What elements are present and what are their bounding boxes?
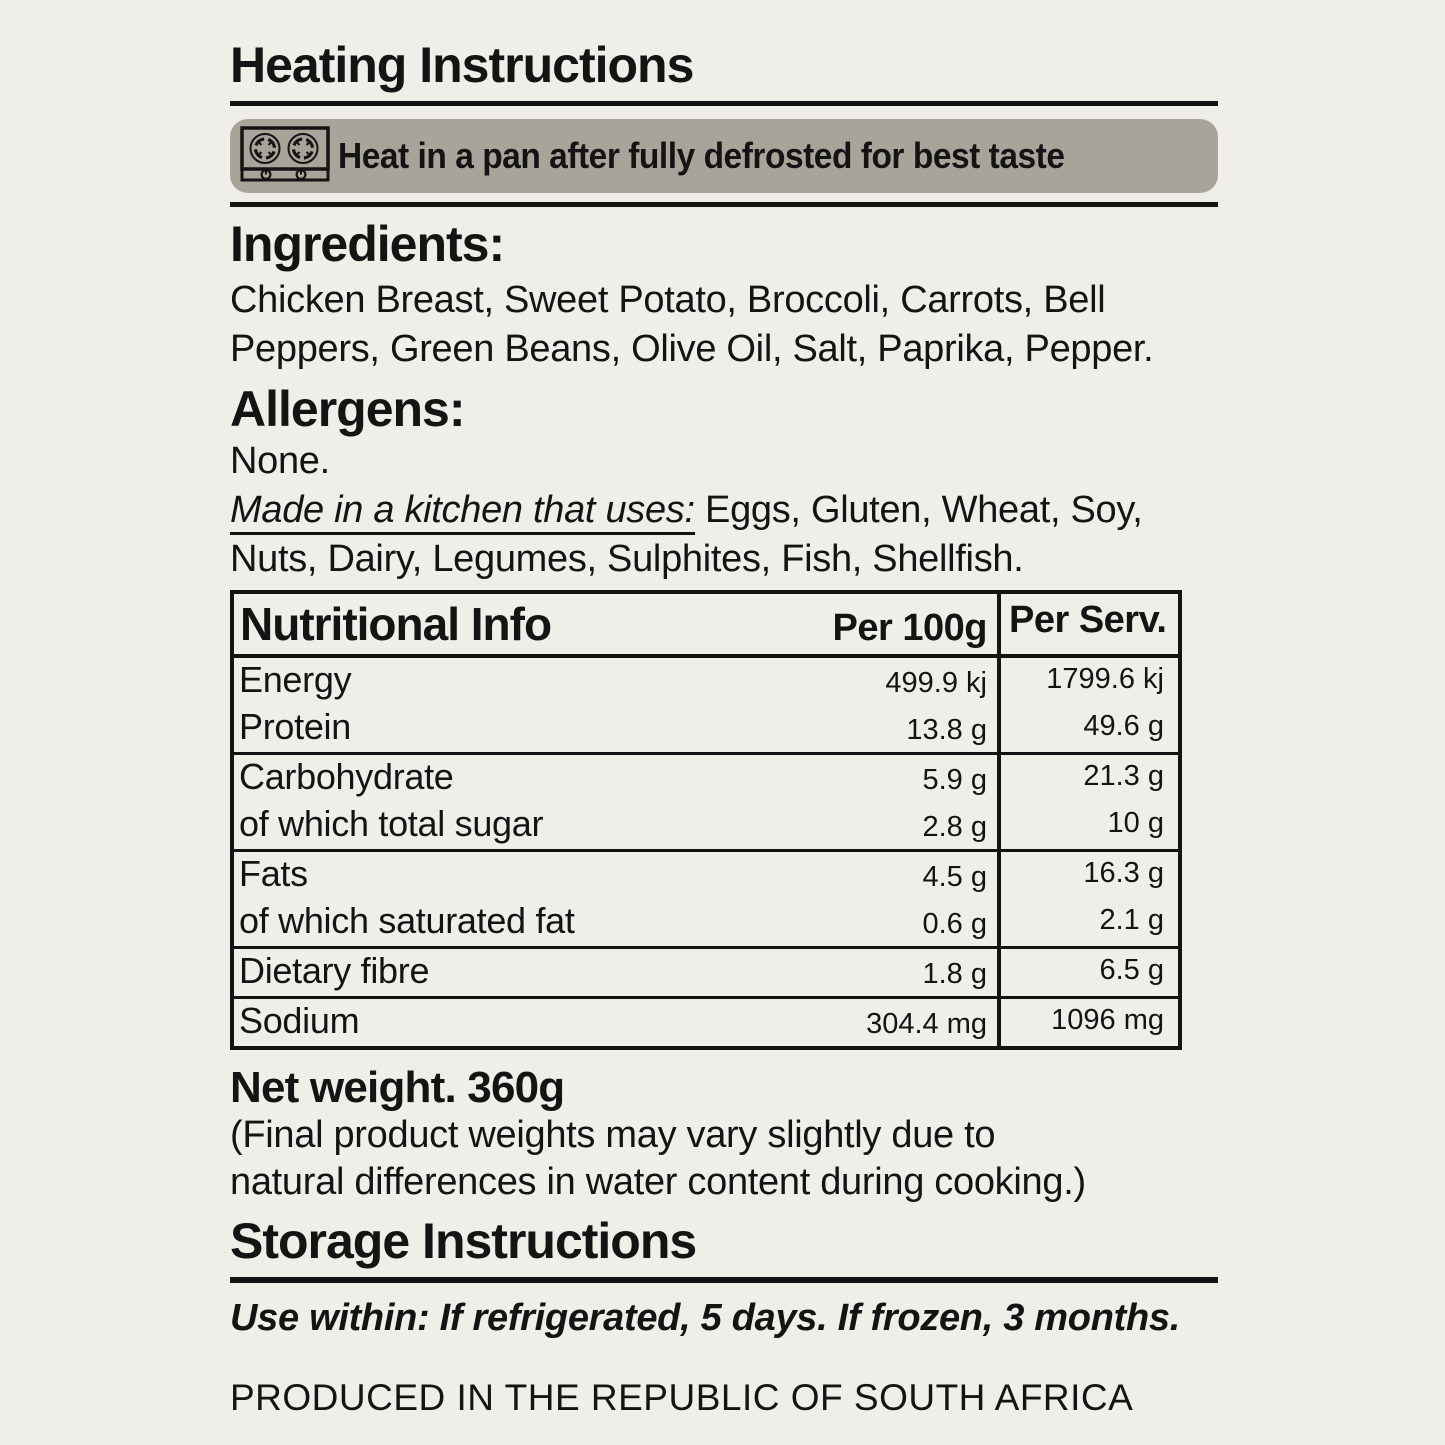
heating-instructions-heading: Heating Instructions bbox=[230, 37, 694, 93]
per-serving-column-header-cell: Per Serv. bbox=[997, 594, 1178, 654]
net-weight-note-line: natural differences in water content dur… bbox=[230, 1160, 1086, 1203]
nutrition-row: of which total sugar 2.8 g 10 g bbox=[234, 801, 1178, 849]
per-serving-value: 49.6 g bbox=[1083, 709, 1164, 742]
nutrition-row: of which saturated fat 0.6 g 2.1 g bbox=[234, 898, 1178, 946]
nutrient-label: Fats bbox=[239, 852, 308, 894]
label-content: Heating Instructions bbox=[230, 0, 1218, 1420]
nutrition-row-main: Carbohydrate 5.9 g bbox=[234, 755, 997, 802]
divider bbox=[230, 202, 1218, 207]
nutrition-row-main: Energy 499.9 kj bbox=[234, 658, 997, 705]
per-serving-value: 16.3 g bbox=[1083, 856, 1164, 889]
nutrient-label: Sodium bbox=[239, 999, 360, 1041]
nutrition-row-main: Sodium 304.4 mg bbox=[234, 999, 997, 1046]
ingredients-text: Chicken Breast, Sweet Potato, Broccoli, … bbox=[230, 276, 1218, 374]
nutrition-row: Protein 13.8 g 49.6 g bbox=[234, 704, 1178, 752]
nutrition-row: Fats 4.5 g 16.3 g bbox=[234, 848, 1178, 899]
nutrient-label: Energy bbox=[239, 658, 352, 700]
nutrition-table-header: Nutritional Info Per 100g Per Serv. bbox=[234, 594, 1178, 658]
nutrient-label: of which saturated fat bbox=[239, 899, 575, 941]
per-serving-value: 6.5 g bbox=[1099, 953, 1165, 986]
nutrition-row-serving: 49.6 g bbox=[997, 704, 1178, 752]
nutrition-row-main: Protein 13.8 g bbox=[234, 705, 997, 752]
per-100g-value: 2.8 g bbox=[922, 810, 988, 843]
ingredients-line: Chicken Breast, Sweet Potato, Broccoli, … bbox=[230, 279, 1106, 321]
per-100g-value: 304.4 mg bbox=[866, 1007, 987, 1040]
per-100g-value: 13.8 g bbox=[906, 713, 987, 746]
produced-in-text: PRODUCED IN THE REPUBLIC OF SOUTH AFRICA bbox=[230, 1377, 1134, 1419]
nutrient-label: Protein bbox=[239, 705, 351, 747]
heating-banner-text: Heat in a pan after fully defrosted for … bbox=[338, 135, 1065, 176]
nutrition-row-serving: 1096 mg bbox=[997, 998, 1178, 1046]
per-serving-value: 1799.6 kj bbox=[1046, 662, 1164, 695]
nutrition-header-main: Nutritional Info Per 100g bbox=[234, 594, 997, 654]
kitchen-uses-prefix: Made in a kitchen that uses: bbox=[230, 489, 695, 535]
use-within-text: Use within: If refrigerated, 5 days. If … bbox=[230, 1296, 1180, 1339]
per-100g-value: 0.6 g bbox=[922, 907, 988, 940]
nutrition-row: Dietary fibre 1.8 g 6.5 g bbox=[234, 945, 1178, 996]
per-serving-value: 1096 mg bbox=[1051, 1003, 1164, 1036]
nutrition-rows: Energy 499.9 kj 1799.6 kj Protein 13.8 g 49.6… bbox=[234, 657, 1178, 1046]
storage-instructions-heading: Storage Instructions bbox=[230, 1212, 697, 1269]
nutrition-row-serving: 16.3 g bbox=[997, 851, 1178, 899]
net-weight-note: (Final product weights may vary slightly… bbox=[230, 1112, 1218, 1206]
per-100g-column-header: Per 100g bbox=[832, 607, 988, 649]
stove-icon bbox=[240, 125, 330, 187]
per-100g-value: 4.5 g bbox=[922, 860, 988, 893]
nutrition-row-serving: 21.3 g bbox=[997, 754, 1178, 802]
nutrient-label: Dietary fibre bbox=[239, 949, 430, 991]
per-serving-value: 21.3 g bbox=[1083, 759, 1164, 792]
divider bbox=[230, 1276, 1218, 1283]
net-weight-heading: Net weight. 360g bbox=[230, 1062, 565, 1112]
nutrient-label: Carbohydrate bbox=[239, 755, 454, 797]
per-100g-value: 5.9 g bbox=[922, 763, 988, 796]
net-weight-note-line: (Final product weights may vary slightly… bbox=[230, 1113, 996, 1156]
ingredients-heading: Ingredients: bbox=[230, 216, 505, 272]
nutrition-row-main: Fats 4.5 g bbox=[234, 852, 997, 899]
per-serving-value: 10 g bbox=[1107, 806, 1164, 839]
ingredients-line: Peppers, Green Beans, Olive Oil, Salt, P… bbox=[230, 328, 1154, 370]
nutrition-row-serving: 1799.6 kj bbox=[997, 657, 1178, 705]
nutrient-label: of which total sugar bbox=[239, 802, 544, 844]
nutrition-row-serving: 2.1 g bbox=[997, 898, 1178, 946]
nutrition-row-main: of which saturated fat 0.6 g bbox=[234, 899, 997, 946]
per-serving-value: 2.1 g bbox=[1099, 903, 1165, 936]
divider bbox=[230, 101, 1218, 106]
allergens-text: None. Made in a kitchen that uses: Eggs,… bbox=[230, 437, 1218, 584]
heating-banner: Heat in a pan after fully defrosted for … bbox=[230, 119, 1218, 193]
per-100g-value: 499.9 kj bbox=[885, 666, 987, 699]
nutrition-row-main: Dietary fibre 1.8 g bbox=[234, 949, 997, 996]
nutrition-row: Energy 499.9 kj 1799.6 kj bbox=[234, 657, 1178, 705]
nutrition-row-serving: 10 g bbox=[997, 801, 1178, 849]
nutrition-row: Carbohydrate 5.9 g 21.3 g bbox=[234, 751, 1178, 802]
kitchen-uses-rest: Eggs, Gluten, Wheat, Soy, bbox=[694, 489, 1143, 531]
nutrition-row: Sodium 304.4 mg 1096 mg bbox=[234, 995, 1178, 1046]
nutrition-title: Nutritional Info bbox=[240, 598, 552, 650]
nutrition-row-serving: 6.5 g bbox=[997, 948, 1178, 996]
allergens-none: None. bbox=[230, 440, 330, 482]
nutrition-row-main: of which total sugar 2.8 g bbox=[234, 802, 997, 849]
per-100g-value: 1.8 g bbox=[922, 957, 988, 990]
kitchen-uses-line: Made in a kitchen that uses: Eggs, Glute… bbox=[230, 486, 1218, 535]
kitchen-uses-line: Nuts, Dairy, Legumes, Sulphites, Fish, S… bbox=[230, 538, 1024, 580]
per-serving-column-header: Per Serv. bbox=[1009, 599, 1167, 641]
allergens-heading: Allergens: bbox=[230, 381, 466, 437]
nutrition-table: Nutritional Info Per 100g Per Serv. Ener… bbox=[230, 590, 1182, 1050]
